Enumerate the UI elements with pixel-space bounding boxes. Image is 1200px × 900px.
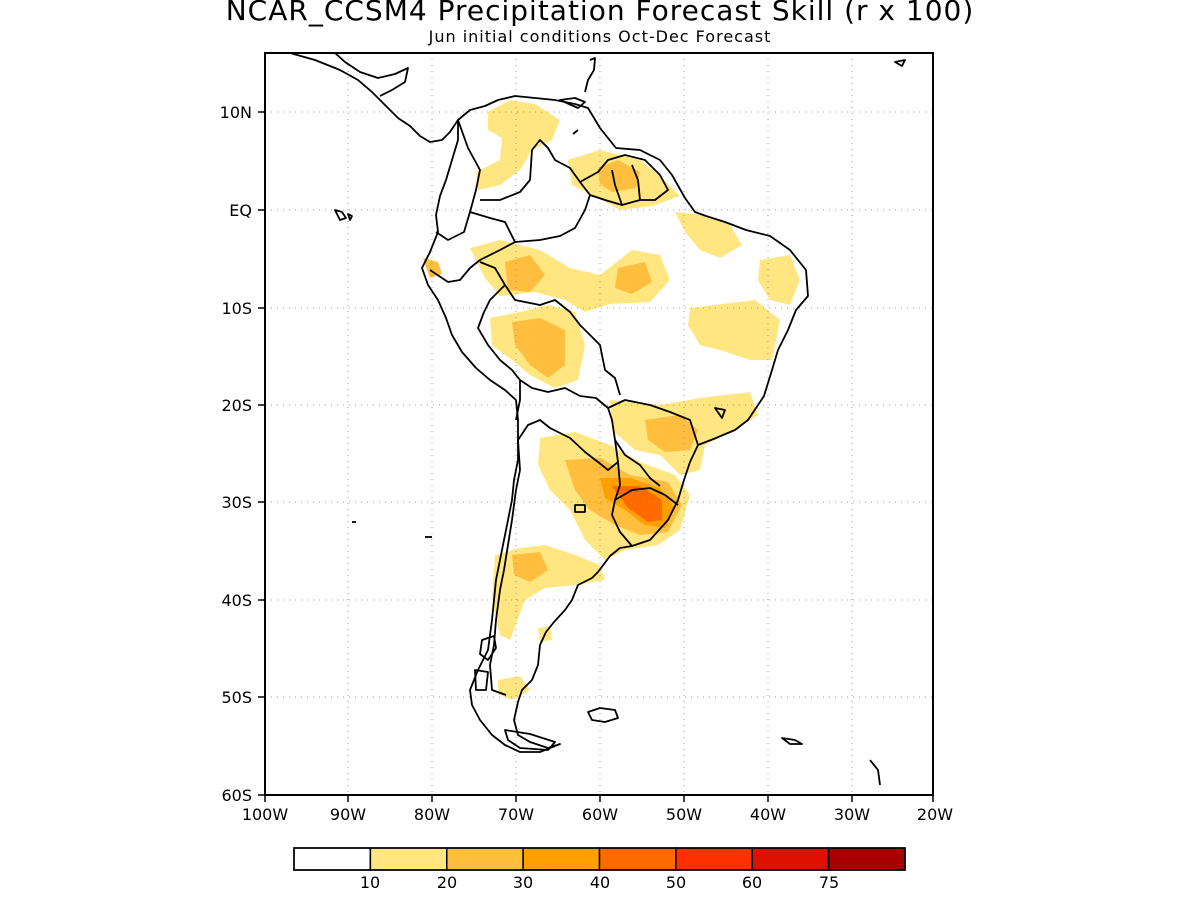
colorbar-box: [293, 847, 372, 871]
colorbar-label: 30: [513, 873, 533, 892]
colorbar-box: [446, 847, 524, 871]
skill-area-ecuador: [423, 258, 442, 278]
x-tick-labels: 100W 90W 80W 70W 60W 50W 40W 30W 20W: [242, 805, 953, 824]
x-tick-label: 90W: [330, 805, 366, 824]
skill-area-guianas-core: [598, 160, 640, 192]
skill-area-central-amazon-core: [615, 262, 652, 294]
skill-area-bolivia-core: [512, 318, 565, 378]
colorbar-box: [598, 847, 677, 871]
x-tick-label: 70W: [498, 805, 534, 824]
colorbar-boxes: [293, 847, 906, 871]
colorbar-label: 75: [819, 873, 839, 892]
y-tick-label: 20S: [221, 396, 252, 415]
map-subtitle: Jun initial conditions Oct-Dec Forecast: [428, 27, 772, 46]
y-tick-label: 40S: [221, 591, 252, 610]
y-tick-label: 30S: [221, 493, 252, 512]
colorbar-label: 60: [742, 873, 762, 892]
map-frame: [264, 52, 934, 796]
colorbar-box: [751, 847, 830, 871]
y-tick-label: 10N: [220, 103, 252, 122]
colorbar-label: 10: [360, 873, 380, 892]
colorbar-label: 20: [437, 873, 457, 892]
skill-area-patagonia: [498, 676, 530, 700]
colorbar-label: 40: [590, 873, 610, 892]
x-tick-label: 30W: [834, 805, 870, 824]
y-tick-labels: 10N EQ 10S 20S 30S 40S 50S 60S: [220, 103, 252, 805]
colorbar-frame: [293, 847, 906, 871]
colorbar: 10 20 30 40 50 60 75: [293, 847, 906, 892]
skill-area-central-argentina-core: [512, 552, 548, 582]
x-tick-label: 50W: [666, 805, 702, 824]
colorbar-box: [522, 847, 601, 871]
skill-area-se-brazil-core: [645, 415, 698, 452]
skill-area-ne-brazil: [758, 255, 800, 305]
colorbar-box: [675, 847, 753, 871]
skill-area-colombia-north: [476, 100, 560, 190]
map-title: NCAR_CCSM4 Precipitation Forecast Skill …: [225, 0, 975, 27]
skill-shading: [423, 100, 800, 700]
y-tick-label: EQ: [229, 201, 252, 220]
colorbar-box: [827, 847, 906, 871]
skill-area-brazil-interior: [688, 300, 780, 360]
x-tick-label: 100W: [242, 805, 289, 824]
y-tick-label: 10S: [221, 299, 252, 318]
graticule: [265, 53, 933, 795]
x-tick-label: 80W: [414, 805, 450, 824]
colorbar-label: 50: [666, 873, 686, 892]
axis-ticks: [258, 111, 934, 802]
x-tick-label: 40W: [750, 805, 786, 824]
coastline: [289, 52, 906, 786]
x-tick-label: 60W: [582, 805, 618, 824]
x-tick-label: 20W: [917, 805, 953, 824]
colorbar-box: [369, 847, 448, 871]
skill-area-amazon-mouth: [675, 212, 742, 258]
y-tick-label: 60S: [221, 786, 252, 805]
skill-area-central-argentina: [492, 545, 605, 640]
y-tick-label: 50S: [221, 688, 252, 707]
skill-area-west-amazon-core: [505, 255, 545, 292]
